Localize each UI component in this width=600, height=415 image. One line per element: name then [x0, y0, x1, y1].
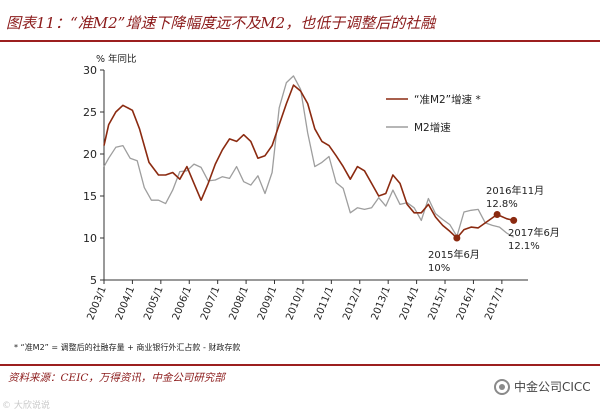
y-tick-label: 15 — [83, 190, 97, 203]
y-tick-label: 10 — [83, 232, 97, 245]
annotation-value: 12.1% — [508, 241, 540, 252]
x-tick-label: 2015/1 — [426, 285, 449, 322]
brand-label: 中金公司CICC — [514, 380, 591, 394]
y-tick-label: 5 — [90, 274, 97, 287]
x-tick-label: 2004/1 — [114, 285, 137, 322]
annotation-marker — [493, 210, 501, 218]
y-tick-label: 30 — [83, 64, 97, 77]
x-tick-label: 2003/1 — [85, 285, 108, 322]
x-tick-label: 2006/1 — [171, 285, 194, 322]
wechat-icon — [494, 378, 510, 395]
annotation-label: 2017年6月 — [508, 226, 560, 239]
brand-badge: 中金公司CICC — [494, 378, 591, 395]
x-tick-label: 2011/1 — [313, 285, 336, 322]
y-axis-label: % 年同比 — [96, 53, 137, 65]
x-tick-label: 2013/1 — [370, 285, 393, 322]
x-tick-label: 2017/1 — [483, 285, 506, 322]
x-tick-label: 2005/1 — [142, 285, 165, 322]
y-tick-label: 20 — [83, 148, 97, 161]
watermark: © 大欣说说 — [2, 401, 50, 411]
annotation-label: 2015年6月 — [428, 248, 480, 261]
annotation-marker — [510, 216, 518, 224]
x-tick-label: 2016/1 — [455, 285, 478, 322]
x-tick-label: 2014/1 — [398, 285, 421, 322]
series-line-m2 — [103, 75, 515, 238]
legend-entry: M2增速 — [414, 121, 451, 134]
source-text: 资料来源：CEIC，万得资讯，中金公司研究部 — [8, 372, 225, 384]
series-line-quasi-m2 — [103, 84, 514, 239]
footnote: * “准M2” = 调整后的社融存量 + 商业银行外汇占款 - 财政存款 — [14, 343, 241, 352]
source-divider — [0, 364, 600, 366]
y-tick-label: 25 — [83, 106, 97, 119]
line-chart: % 年同比 5 10 15 20 25 30 2003/1 2004/1 2005/1 2006/1… — [83, 53, 560, 322]
annotation-value: 10% — [428, 263, 450, 274]
annotation-value: 12.8% — [486, 199, 518, 210]
x-tick-label: 2008/1 — [227, 285, 250, 322]
x-tick-label: 2009/1 — [256, 285, 279, 322]
chart-title: 图表11：“准M2”增速下降幅度远不及M2，也低于调整后的社融 — [6, 14, 436, 32]
legend-entry: “准M2”增速 * — [414, 93, 481, 106]
title-divider — [0, 40, 600, 42]
x-tick-label: 2007/1 — [199, 285, 222, 322]
annotation-marker — [453, 234, 461, 242]
annotation-label: 2016年11月 — [486, 184, 544, 197]
x-tick-label: 2012/1 — [341, 285, 364, 322]
x-tick-label: 2010/1 — [284, 285, 307, 322]
